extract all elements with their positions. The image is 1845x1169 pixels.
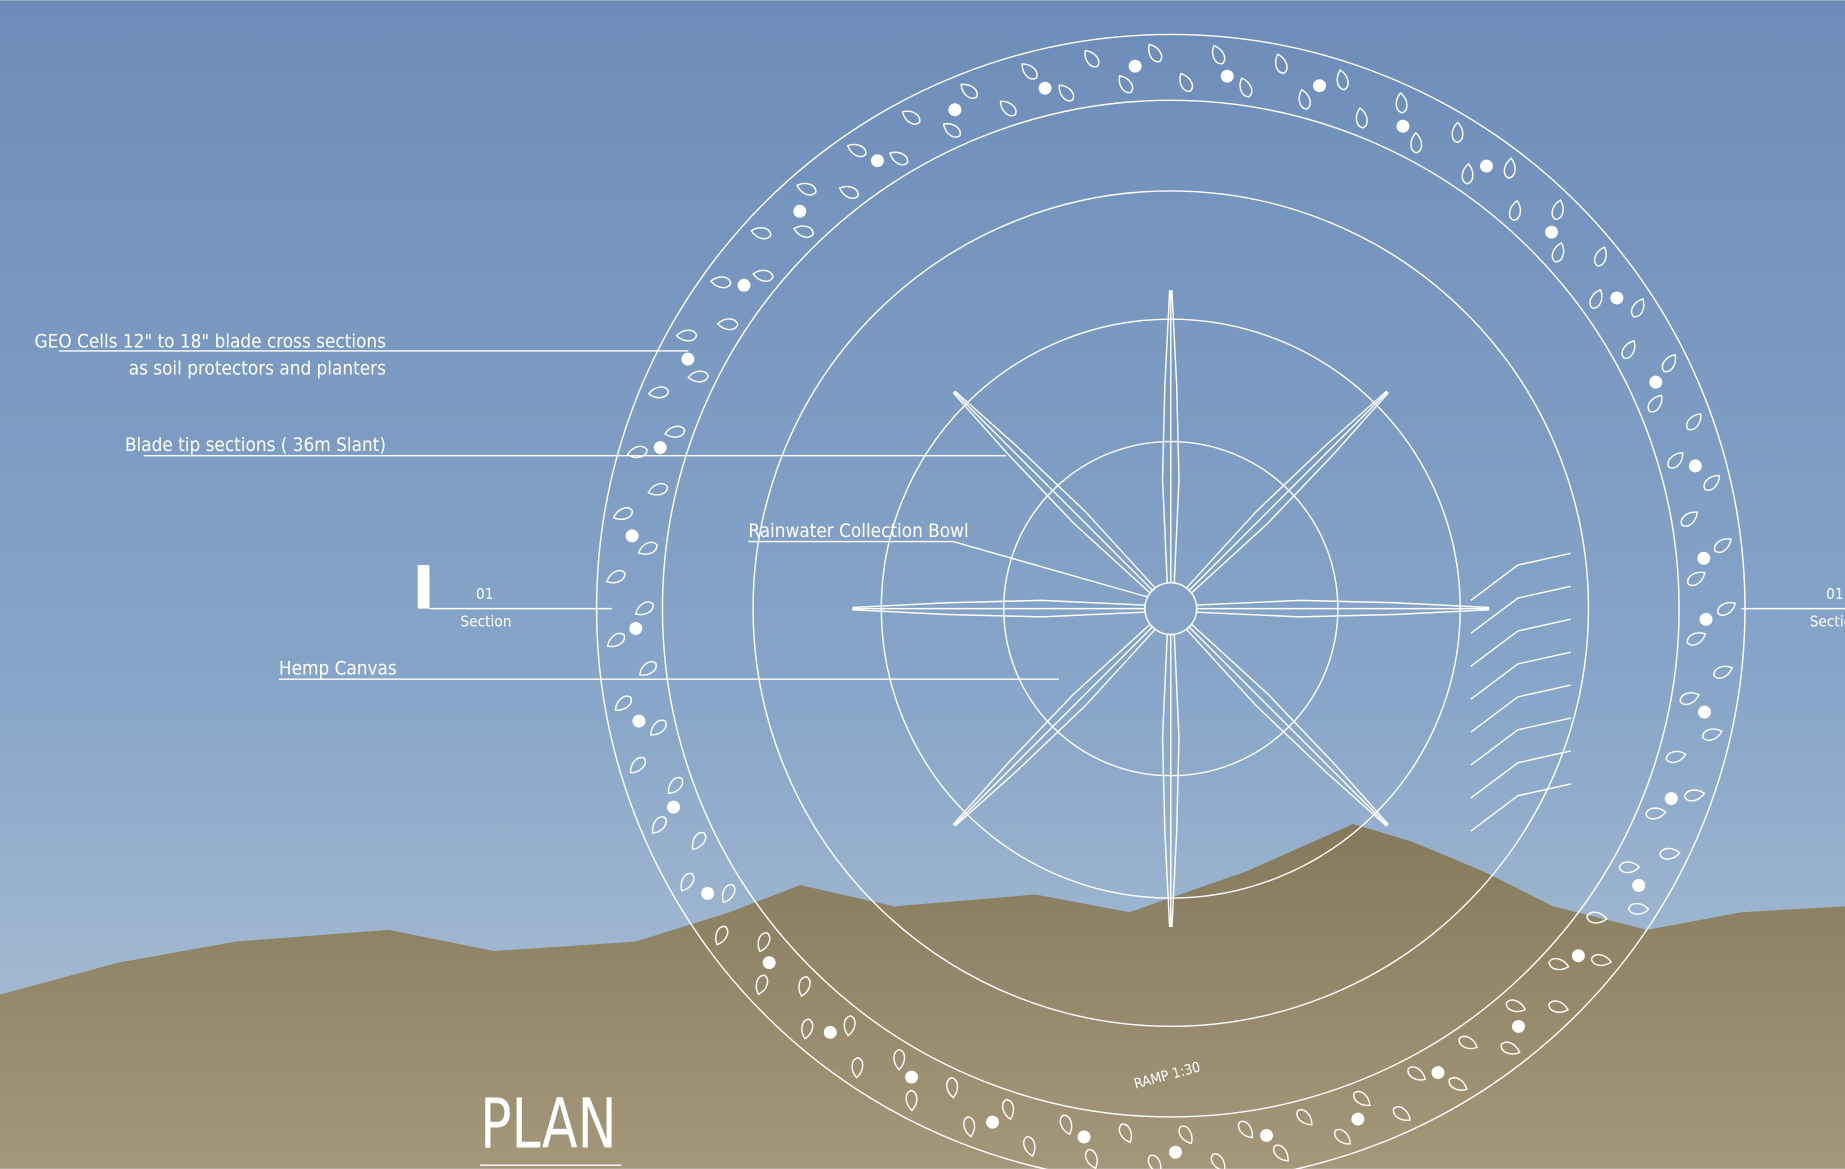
annotation: as soil protectors and planters xyxy=(129,358,386,379)
planter xyxy=(871,154,884,167)
section-label: Section xyxy=(460,612,511,630)
planter xyxy=(1665,792,1678,805)
planter xyxy=(1480,160,1493,173)
planter xyxy=(1039,82,1052,95)
planter xyxy=(1545,226,1558,239)
planter xyxy=(1632,879,1645,892)
planter xyxy=(1078,1130,1091,1143)
planter xyxy=(629,622,642,635)
annotation: GEO Cells 12" to 18" blade cross section… xyxy=(35,331,386,352)
planter xyxy=(1512,1020,1525,1033)
section-number: 01 xyxy=(1826,585,1844,603)
planter xyxy=(793,205,806,218)
annotation: Hemp Canvas xyxy=(279,659,397,680)
planter xyxy=(654,441,667,454)
planter xyxy=(626,529,639,542)
planter xyxy=(905,1071,918,1084)
planter xyxy=(1351,1113,1364,1126)
section-number: 01 xyxy=(476,585,494,603)
planter xyxy=(667,801,680,814)
planter xyxy=(701,887,714,900)
planter xyxy=(1260,1129,1273,1142)
planter xyxy=(986,1116,999,1129)
section-label: Section xyxy=(1810,612,1845,630)
planter xyxy=(738,279,751,292)
planter xyxy=(1610,292,1623,305)
planter xyxy=(763,956,776,969)
planter xyxy=(1572,949,1585,962)
section-marker xyxy=(418,565,430,609)
planter xyxy=(1432,1066,1445,1079)
planter xyxy=(1698,706,1711,719)
planter xyxy=(1129,60,1142,73)
planter xyxy=(632,715,645,728)
annotation: Rainwater Collection Bowl xyxy=(748,521,968,542)
planter xyxy=(1313,79,1326,92)
planter xyxy=(824,1026,837,1039)
planter xyxy=(1649,376,1662,389)
planter xyxy=(1689,459,1702,472)
planter xyxy=(1169,1146,1182,1159)
planter xyxy=(1396,120,1409,133)
planter xyxy=(1700,613,1713,626)
planter xyxy=(948,103,961,116)
annotation: Blade tip sections ( 36m Slant) xyxy=(125,435,386,456)
plan-drawing: GEO Cells 12" to 18" blade cross section… xyxy=(0,0,1845,1169)
title: PLAN xyxy=(480,1084,617,1164)
planter xyxy=(681,353,694,366)
planter xyxy=(1697,552,1710,565)
planter xyxy=(1221,70,1234,83)
page: GEO Cells 12" to 18" blade cross section… xyxy=(0,0,1845,1169)
